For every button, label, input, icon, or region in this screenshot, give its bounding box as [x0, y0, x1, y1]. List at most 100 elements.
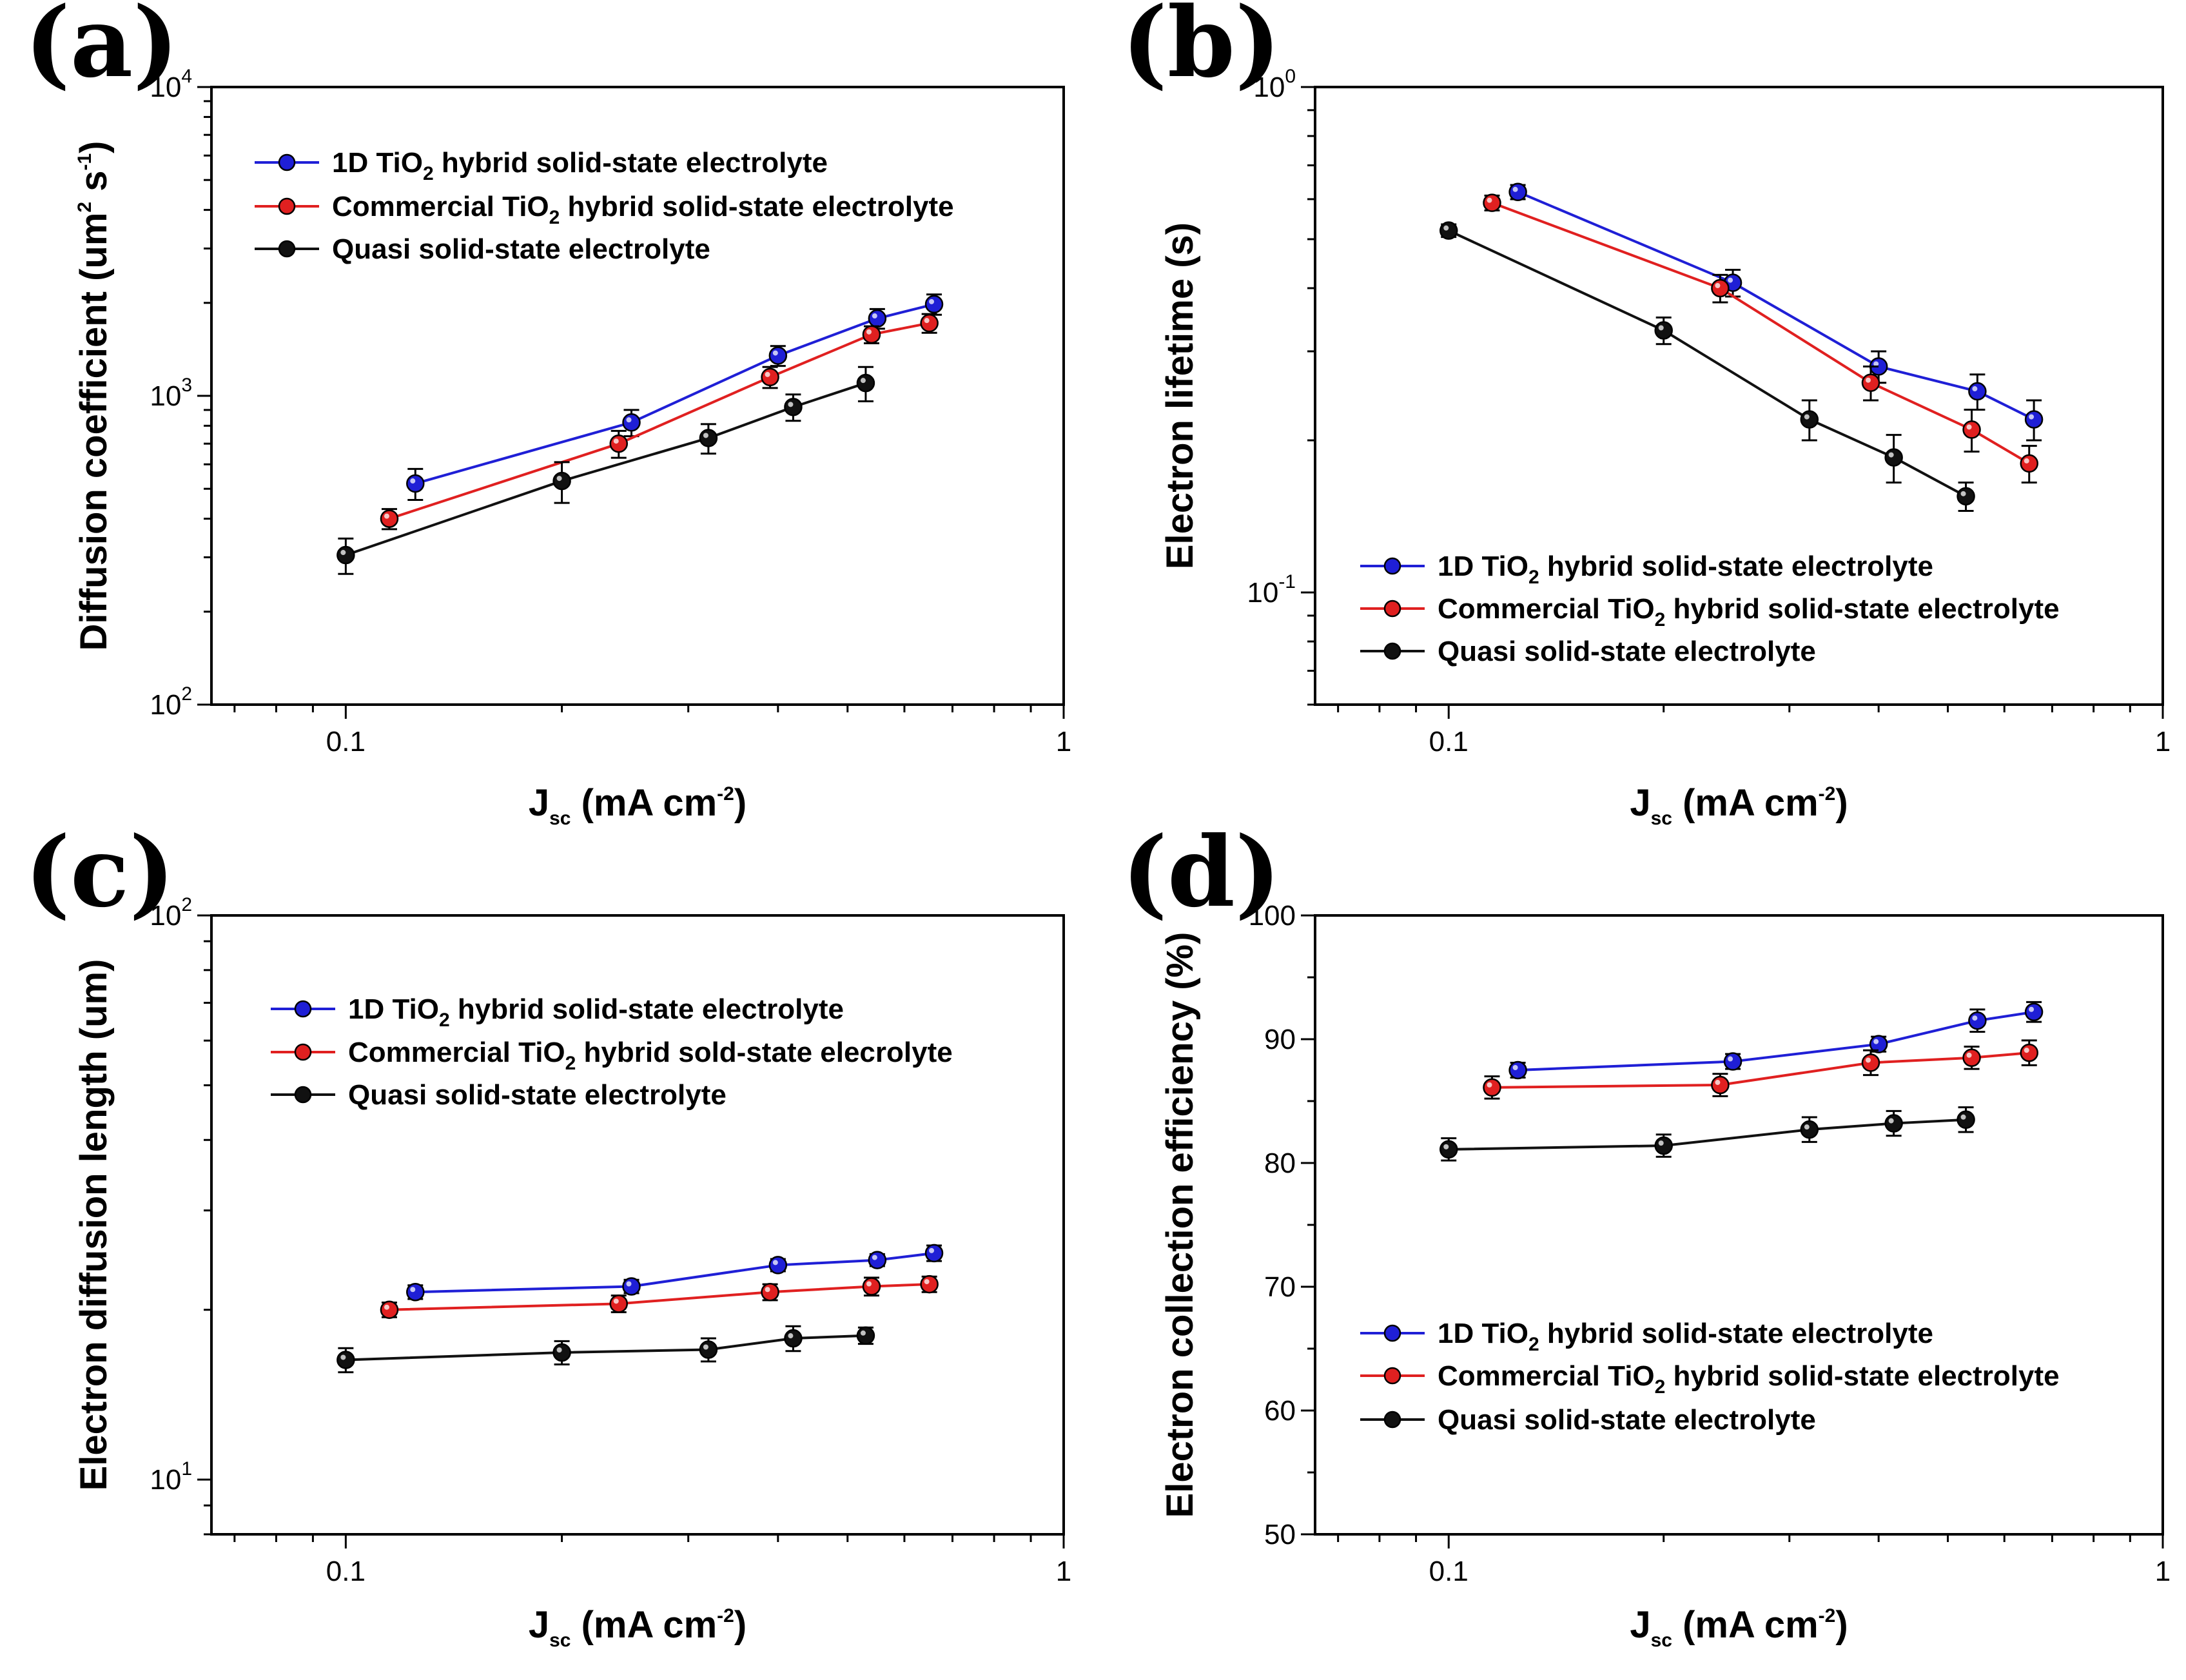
legend-entry: Quasi solid-state electrolyte: [255, 233, 710, 265]
data-point-highlight: [1873, 361, 1879, 367]
data-point: [862, 1277, 881, 1296]
x-axis-label: Jsc (mA cm-2): [529, 782, 747, 829]
legend-entry: Quasi solid-state electrolyte: [1360, 636, 1816, 667]
data-point-highlight: [1728, 277, 1733, 283]
data-point-highlight: [788, 1333, 794, 1339]
data-point: [1962, 420, 1981, 439]
data-point-highlight: [772, 1260, 778, 1265]
panel-letter: (a): [24, 0, 179, 99]
data-point-highlight: [626, 1281, 632, 1287]
data-point: [868, 1251, 887, 1269]
y-tick-label: 102: [150, 894, 192, 932]
legend-entry: Commercial TiO2 hybrid solid-state elect…: [255, 191, 954, 228]
data-point: [2020, 454, 2039, 473]
data-point: [1711, 1075, 1730, 1095]
data-point-highlight: [1972, 386, 1978, 392]
panel-letter: (b): [1122, 0, 1281, 99]
y-axis-label: Diffusion coefficient (um2 s-1): [73, 141, 115, 651]
data-point-highlight: [1966, 424, 1972, 430]
data-point-highlight: [1873, 1039, 1879, 1044]
legend-marker: [1383, 1367, 1401, 1385]
y-tick-label: 70: [1264, 1271, 1296, 1303]
x-tick-label: 0.1: [1429, 726, 1469, 757]
plot-frame: [1314, 86, 2164, 706]
data-point: [920, 313, 939, 333]
data-point: [406, 1282, 425, 1302]
series-line-red: [389, 1283, 930, 1311]
legend-label: Commercial TiO2 hybrid solid-state elect…: [1438, 593, 2060, 630]
data-point: [1508, 1060, 1527, 1080]
data-point: [761, 1282, 779, 1302]
legend-label: Commercial TiO2 hybrid sold-state elecro…: [348, 1037, 953, 1074]
data-point-highlight: [1658, 325, 1664, 331]
series-line-blue: [1517, 190, 2035, 421]
panel-letter: (c): [24, 816, 175, 929]
data-point-highlight: [788, 402, 794, 407]
legend-label: 1D TiO2 hybrid solid-state electrolyte: [332, 147, 828, 184]
plot-frame: [210, 86, 1065, 706]
y-axis-label: Electron lifetime (s): [1159, 222, 1201, 569]
legend-entry: 1D TiO2 hybrid solid-state electrolyte: [1360, 551, 1933, 588]
series-red: [380, 1275, 939, 1319]
y-tick-label: 103: [150, 375, 192, 412]
x-tick-label: 1: [2155, 1556, 2171, 1587]
data-point-highlight: [1728, 1056, 1733, 1062]
data-point-highlight: [929, 298, 935, 304]
data-point-highlight: [1443, 225, 1449, 231]
series-red: [380, 313, 939, 531]
data-point-highlight: [1960, 491, 1966, 496]
data-point: [380, 1300, 399, 1319]
data-point: [609, 1294, 629, 1313]
data-point-highlight: [1658, 1140, 1664, 1146]
x-tick-label: 1: [1056, 1556, 1071, 1587]
x-tick-label: 1: [2155, 726, 2171, 757]
y-tick-label: 101: [150, 1458, 192, 1496]
series-black: [1439, 1106, 1975, 1162]
legend-marker: [1383, 1324, 1401, 1342]
data-point: [1439, 221, 1458, 240]
legend-entry: 1D TiO2 hybrid solid-state electrolyte: [255, 147, 828, 184]
data-point: [1884, 1114, 1903, 1133]
legend-label: 1D TiO2 hybrid solid-state electrolyte: [1438, 1318, 1933, 1355]
data-point: [337, 1351, 355, 1369]
series-blue: [1508, 182, 2044, 442]
data-point-highlight: [1888, 1118, 1894, 1124]
data-point: [784, 398, 803, 416]
data-point-highlight: [872, 1255, 877, 1260]
data-point-highlight: [1512, 186, 1518, 192]
legend-marker: [1383, 642, 1401, 660]
data-point: [862, 325, 881, 344]
data-point: [1439, 1140, 1458, 1159]
y-tick-label: 102: [150, 683, 192, 721]
data-point-highlight: [765, 1287, 770, 1293]
data-point-highlight: [613, 1298, 619, 1304]
data-point: [768, 346, 788, 365]
data-point-highlight: [703, 1344, 708, 1350]
legend-label: Quasi solid-state electrolyte: [1438, 1404, 1816, 1436]
data-point-highlight: [2024, 458, 2029, 464]
series-blue: [406, 1244, 944, 1302]
panel-letter: (d): [1122, 816, 1281, 929]
data-point-highlight: [1804, 414, 1810, 420]
data-point-highlight: [340, 550, 346, 556]
data-point-highlight: [1512, 1065, 1518, 1070]
data-point-highlight: [556, 476, 562, 482]
data-point: [2024, 1002, 2044, 1022]
chart-panel-2: (b) 0.1 1 10-1 100 Jsc (mA cm-2) Electron life…: [1122, 0, 2171, 829]
legend-label: Quasi solid-state electrolyte: [1438, 636, 1816, 667]
series-line-blue: [415, 302, 935, 485]
chart-panel-1: (a) 0.1 1 102 103 104 Jsc (mA cm-2) Diffusion c…: [24, 0, 1071, 829]
data-point-highlight: [1487, 197, 1492, 203]
x-axis-label: Jsc (mA cm-2): [1630, 782, 1848, 829]
data-point-highlight: [613, 438, 619, 444]
data-point: [2020, 1043, 2039, 1062]
x-tick-label: 0.1: [1429, 1556, 1469, 1587]
data-point: [1800, 1120, 1819, 1139]
data-point-highlight: [2029, 414, 2035, 420]
y-tick-label: 80: [1264, 1148, 1296, 1179]
legend-marker: [294, 1000, 312, 1018]
series-black: [337, 366, 875, 575]
legend-entry: Commercial TiO2 hybrid solid-state elect…: [1360, 593, 2060, 630]
data-point: [1508, 182, 1527, 202]
